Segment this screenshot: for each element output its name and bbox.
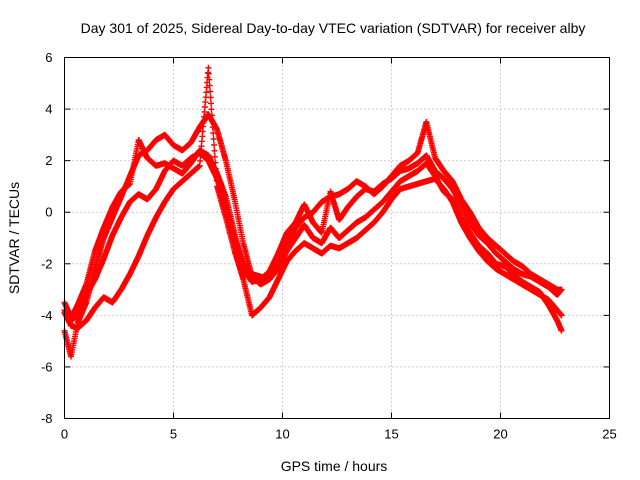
- x-tick-label: 20: [493, 427, 507, 442]
- y-tick-label: -8: [41, 411, 53, 426]
- y-tick-label: -6: [41, 359, 53, 374]
- y-axis-label: SDTVAR / TECUs: [6, 182, 22, 294]
- x-tick-label: 0: [61, 427, 68, 442]
- x-tick-label: 5: [170, 427, 177, 442]
- x-tick-label: 10: [275, 427, 289, 442]
- y-tick-labels: -8 -6 -4 -2 0 2 4 6: [41, 50, 53, 426]
- x-tick-labels: 0 5 10 15 20 25: [61, 427, 617, 442]
- y-tick-label: 0: [45, 205, 52, 220]
- data-points: [61, 64, 565, 360]
- y-tick-label: 6: [45, 50, 52, 65]
- x-axis-label: GPS time / hours: [281, 458, 388, 474]
- y-tick-label: -2: [41, 256, 53, 271]
- plot-frame: [64, 57, 610, 419]
- y-tick-label: -4: [41, 308, 53, 323]
- x-tick-label: 15: [384, 427, 398, 442]
- y-tick-label: 4: [45, 102, 52, 117]
- x-tick-label: 25: [602, 427, 616, 442]
- chart-title: Day 301 of 2025, Sidereal Day-to-day VTE…: [81, 20, 586, 36]
- y-tick-label: 2: [45, 153, 52, 168]
